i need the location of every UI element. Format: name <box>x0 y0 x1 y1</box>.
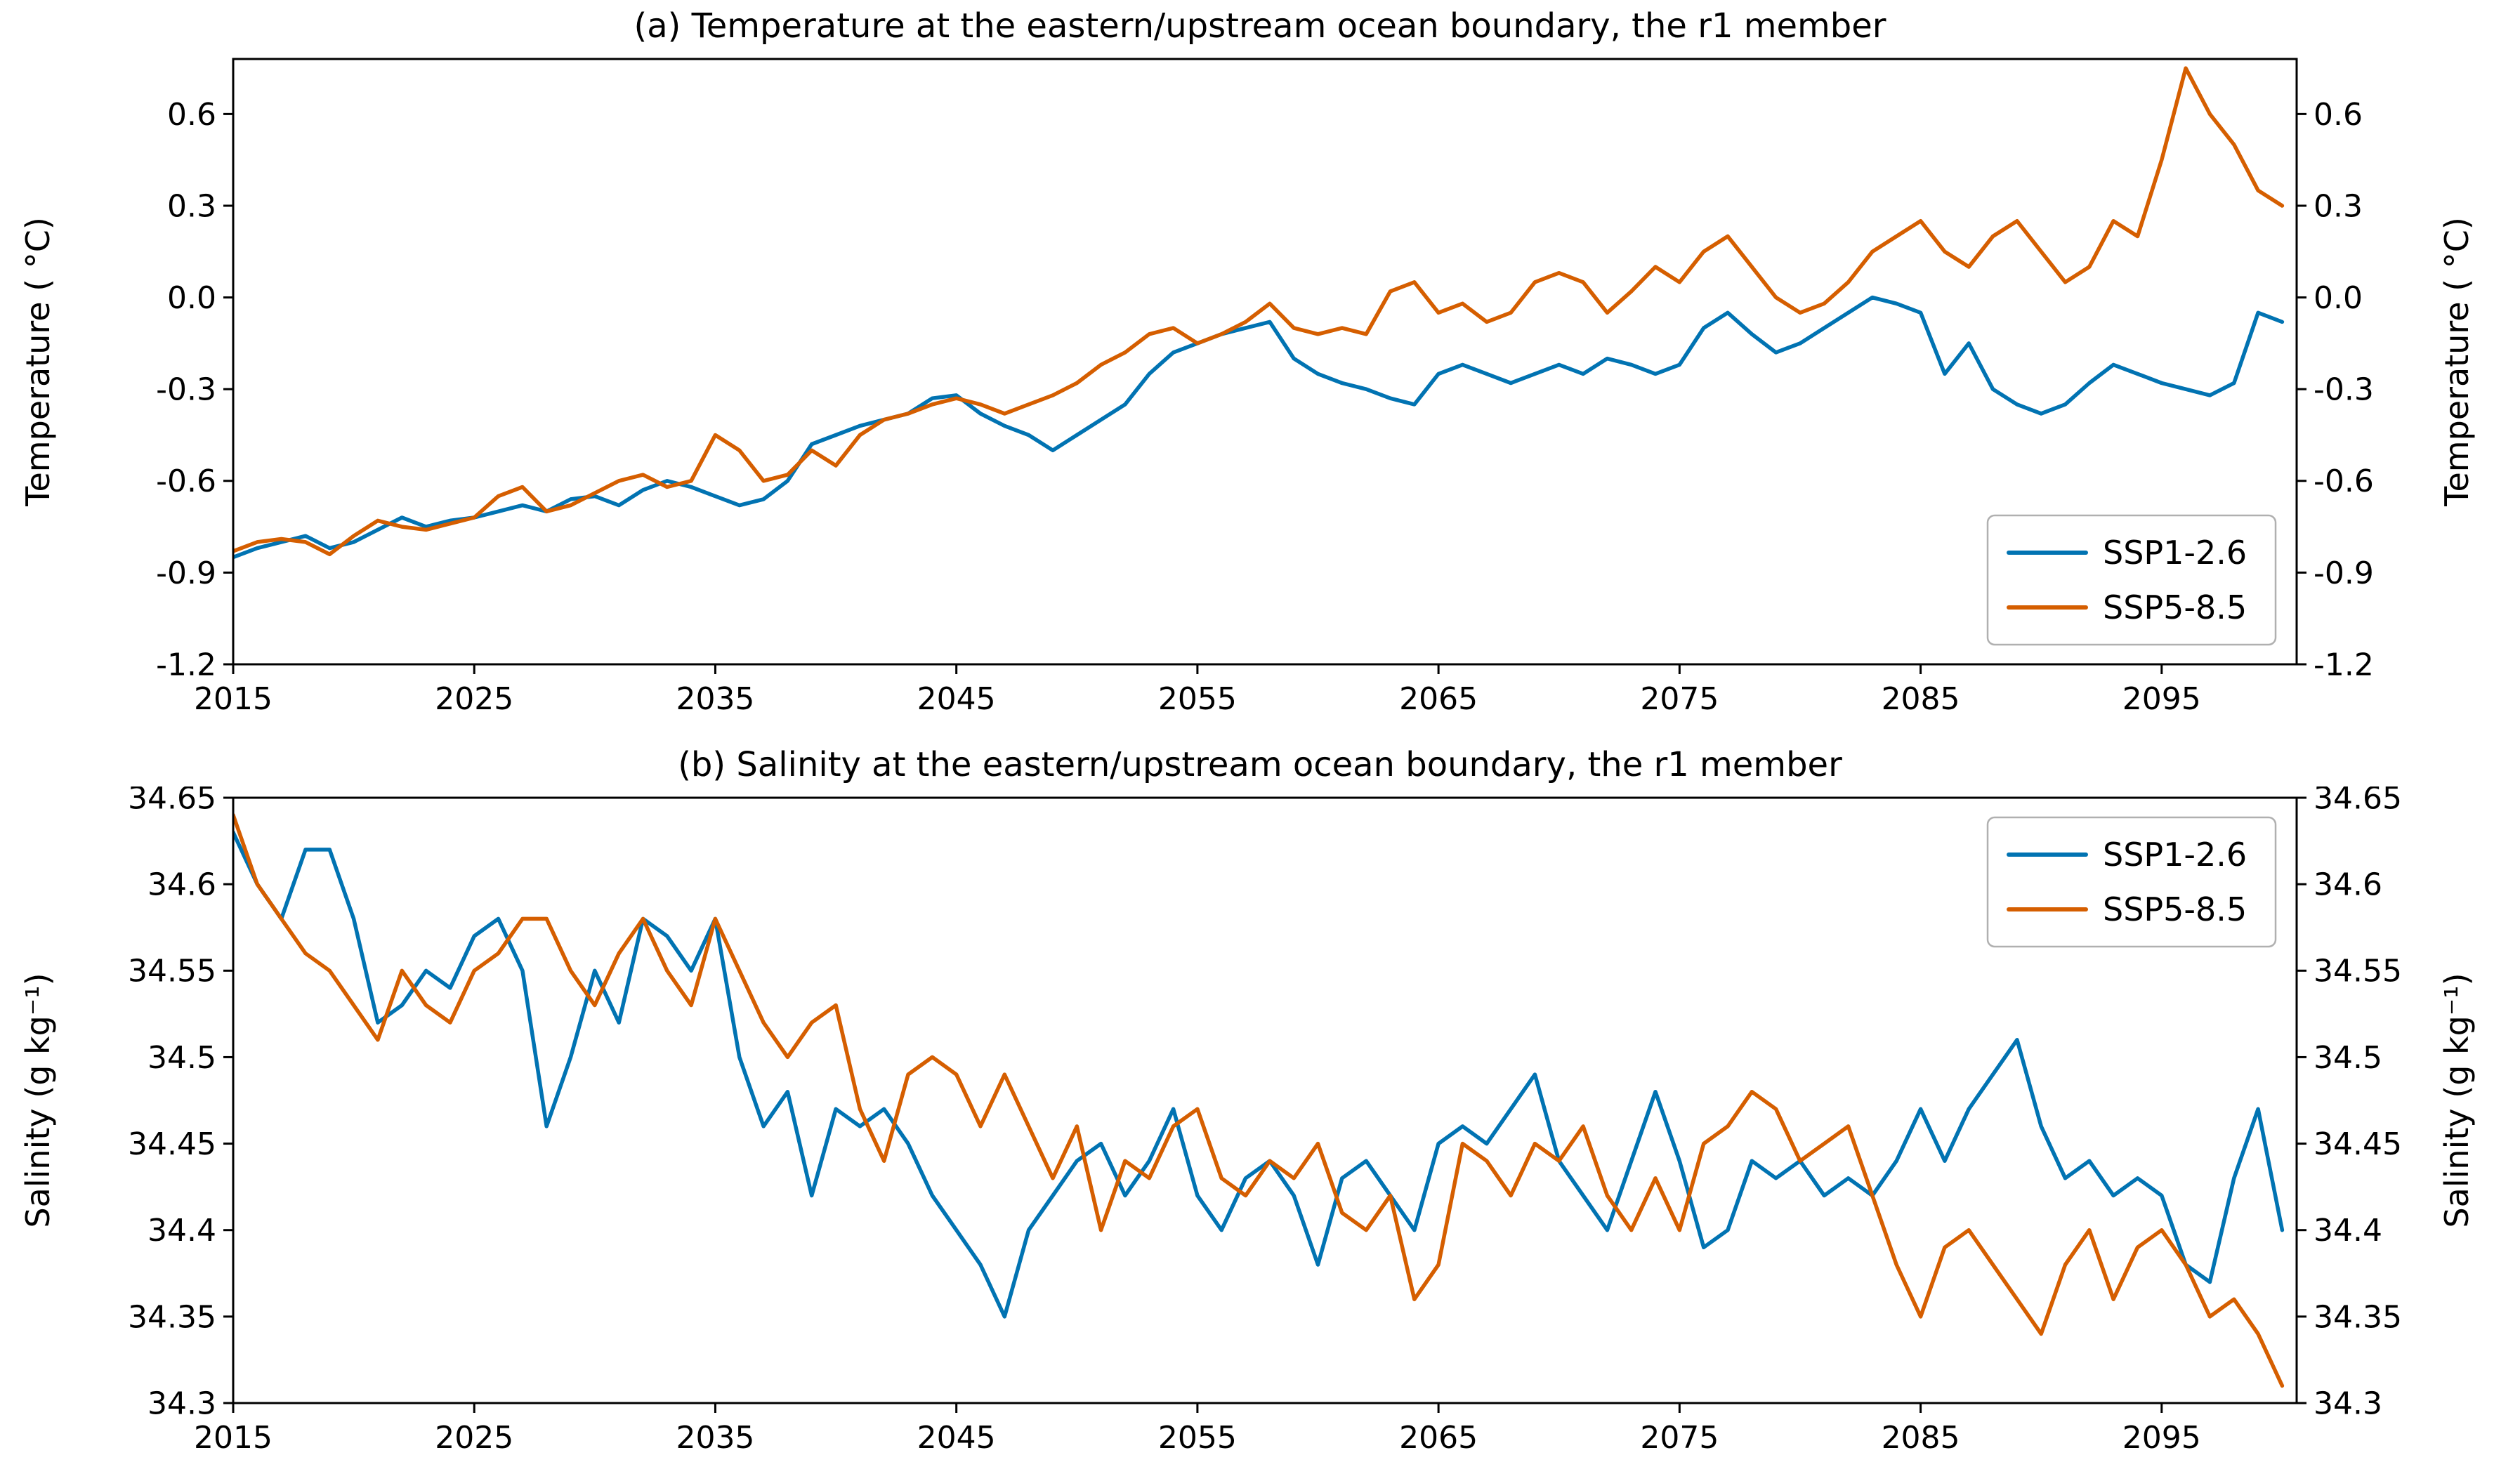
y-tick-label-right: 34.3 <box>2314 1385 2382 1421</box>
y-tick-label-left: 34.4 <box>147 1213 216 1249</box>
x-tick-label: 2085 <box>1882 1420 1960 1456</box>
x-tick-label: 2055 <box>1158 1420 1237 1456</box>
legend: SSP1-2.6 SSP5-8.5 <box>1986 816 2277 948</box>
x-tick-label: 2075 <box>1640 681 1719 717</box>
y-tick-label-left: -0.3 <box>156 372 216 408</box>
y-tick-label-left: 34.3 <box>147 1385 216 1421</box>
x-tick-label: 2075 <box>1640 1420 1719 1456</box>
y-tick-label-right: -0.9 <box>2314 555 2374 591</box>
legend-label: SSP1-2.6 <box>2103 836 2247 874</box>
panel-a-plot: 2015 2025 2035 2045 2055 2065 2075 2085 2095 -1.2… <box>19 58 2476 717</box>
x-tick-label: 2065 <box>1399 681 1478 717</box>
y-tick-label-right: 34.5 <box>2314 1040 2382 1076</box>
y-axis-label-right: Salinity (g kg⁻¹) <box>2438 973 2476 1227</box>
series-line-ssp5-8.5 <box>233 812 2285 1388</box>
x-tick-label: 2065 <box>1399 1420 1478 1456</box>
y-tick-label-right: 0.3 <box>2314 188 2363 224</box>
y-tick-label-left: 34.35 <box>128 1299 216 1335</box>
y-tick-label-left: 34.45 <box>128 1126 216 1162</box>
y-tick-label-right: 34.45 <box>2314 1126 2402 1162</box>
x-tick-label: 2035 <box>676 1420 754 1456</box>
y-tick-label-left: 34.55 <box>128 954 216 989</box>
x-tick-label: 2015 <box>194 1420 273 1456</box>
panel-b-plot: 2015 2025 2035 2045 2055 2065 2075 2085 2095 34.3… <box>19 786 2476 1456</box>
x-tick-label: 2085 <box>1882 681 1960 717</box>
legend-box <box>1986 816 2277 948</box>
panel-b-title: (b) Salinity at the eastern/upstream oce… <box>678 745 1842 784</box>
x-tick-label: 2045 <box>917 681 996 717</box>
legend-box <box>1986 514 2277 646</box>
y-tick-label-right: -1.2 <box>2314 647 2374 683</box>
x-tick-label: 2025 <box>435 1420 513 1456</box>
y-tick-label-left: 0.3 <box>167 188 216 224</box>
y-tick-label-right: 34.6 <box>2314 867 2382 903</box>
x-tick-label: 2055 <box>1158 681 1237 717</box>
y-axis-label-right: Temperature ( °C) <box>2438 217 2476 507</box>
series-line-ssp5-8.5 <box>233 66 2285 557</box>
y-tick-label-right: 0.6 <box>2314 97 2363 133</box>
y-tick-label-left: 0.6 <box>167 97 216 133</box>
x-tick-label: 2015 <box>194 681 273 717</box>
y-tick-label-left: 34.65 <box>128 786 216 816</box>
x-tick-label: 2095 <box>2122 681 2201 717</box>
panel-temperature: (a) Temperature at the eastern/upstream … <box>0 4 2520 743</box>
y-axis-label-left: Temperature ( °C) <box>19 217 57 507</box>
y-tick-label-right: 34.4 <box>2314 1213 2382 1249</box>
series-line-ssp1-2.6 <box>233 830 2285 1319</box>
y-tick-label-left: 34.6 <box>147 867 216 903</box>
series-line-ssp1-2.6 <box>233 295 2285 560</box>
panel-a-title: (a) Temperature at the eastern/upstream … <box>634 6 1886 46</box>
x-tick-label: 2095 <box>2122 1420 2201 1456</box>
y-tick-label-right: 34.55 <box>2314 954 2402 989</box>
y-tick-label-right: 0.0 <box>2314 280 2363 316</box>
legend-label: SSP1-2.6 <box>2103 534 2247 572</box>
plot-border <box>232 58 2298 666</box>
panel-salinity: (b) Salinity at the eastern/upstream oce… <box>0 743 2520 1481</box>
legend-label: SSP5-8.5 <box>2103 890 2247 928</box>
y-tick-label-left: -0.9 <box>156 555 216 591</box>
legend-label: SSP5-8.5 <box>2103 588 2247 626</box>
y-axis-label-left: Salinity (g kg⁻¹) <box>19 973 57 1227</box>
x-tick-label: 2045 <box>917 1420 996 1456</box>
y-tick-label-left: 0.0 <box>167 280 216 316</box>
y-tick-label-right: 34.65 <box>2314 786 2402 816</box>
x-tick-label: 2025 <box>435 681 513 717</box>
y-tick-label-left: -1.2 <box>156 647 216 683</box>
y-tick-label-right: 34.35 <box>2314 1299 2402 1335</box>
y-tick-label-right: -0.3 <box>2314 372 2374 408</box>
x-tick-label: 2035 <box>676 681 754 717</box>
y-tick-label-left: -0.6 <box>156 463 216 499</box>
plot-border <box>232 796 2298 1404</box>
y-tick-label-right: -0.6 <box>2314 463 2374 499</box>
legend: SSP1-2.6 SSP5-8.5 <box>1986 514 2277 646</box>
y-tick-label-left: 34.5 <box>147 1040 216 1076</box>
